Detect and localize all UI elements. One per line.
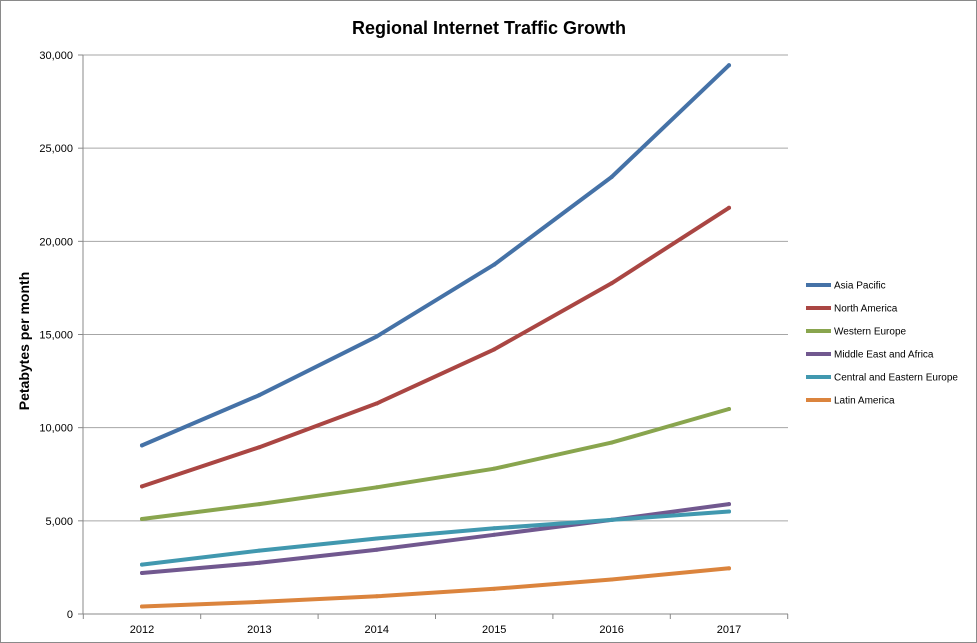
data-point — [374, 536, 379, 541]
legend-label: Western Europe — [834, 327, 907, 338]
data-point — [492, 466, 497, 471]
data-point — [257, 393, 262, 398]
series-line-central-and-eastern-europe — [140, 509, 731, 567]
x-tick-label: 2017 — [717, 624, 741, 636]
y-axis-label: Petabytes per month — [16, 272, 32, 410]
chart-title: Regional Internet Traffic Growth — [352, 18, 626, 38]
x-tick-labels: 2012 2013 2014 2015 2016 2017 — [130, 624, 741, 636]
data-point — [492, 347, 497, 352]
y-tick-label: 20,000 — [39, 236, 73, 248]
legend-label: Central and Eastern Europe — [834, 373, 958, 384]
data-point — [609, 281, 614, 286]
data-point — [140, 443, 144, 448]
data-point — [257, 560, 262, 565]
data-point — [257, 502, 262, 507]
y-tick-label: 15,000 — [39, 330, 73, 342]
x-tick-label: 2016 — [599, 624, 623, 636]
legend-label: Asia Pacific — [834, 281, 886, 292]
x-tick-label: 2012 — [130, 624, 154, 636]
y-tick-label: 5,000 — [45, 516, 73, 528]
x-tick-label: 2013 — [247, 624, 271, 636]
data-point — [727, 509, 731, 514]
data-point — [374, 485, 379, 490]
series-line-western-europe — [140, 407, 731, 521]
data-point — [727, 407, 731, 412]
data-point — [492, 262, 497, 267]
data-point — [609, 175, 614, 180]
series-line-asia-pacific — [140, 63, 731, 448]
data-point — [727, 502, 731, 507]
data-point — [609, 517, 614, 522]
data-point — [140, 484, 144, 489]
data-point — [492, 586, 497, 591]
data-point — [609, 440, 614, 445]
data-point — [727, 566, 731, 571]
legend-label: Middle East and Africa — [834, 350, 934, 361]
series-line-north-america — [140, 205, 731, 489]
data-point — [609, 577, 614, 582]
data-point — [492, 526, 497, 531]
data-point — [374, 334, 379, 339]
series-line-middle-east-and-africa — [140, 502, 731, 575]
data-point — [140, 516, 144, 521]
gridlines — [83, 54, 788, 522]
series-line-latin-america — [140, 566, 731, 609]
axes — [78, 54, 789, 619]
data-point — [374, 401, 379, 406]
data-point — [374, 594, 379, 599]
data-point — [257, 445, 262, 450]
data-point — [257, 548, 262, 553]
data-point — [492, 532, 497, 537]
series-lines — [140, 63, 731, 609]
data-point — [727, 63, 731, 68]
y-tick-label: 25,000 — [39, 143, 73, 155]
y-tick-label: 10,000 — [39, 423, 73, 435]
y-tick-label: 30,000 — [39, 50, 73, 62]
data-point — [257, 599, 262, 604]
data-point — [140, 571, 144, 576]
x-tick-label: 2014 — [365, 624, 389, 636]
legend-label: North America — [834, 304, 898, 315]
legend: Asia Pacific North America Western Europe M… — [806, 281, 958, 407]
data-point — [140, 604, 144, 609]
x-tick-label: 2015 — [482, 624, 506, 636]
data-point — [374, 547, 379, 552]
legend-label: Latin America — [834, 396, 895, 407]
y-tick-labels: 0 5,000 10,000 15,000 20,000 25,000 30,000 — [39, 50, 73, 621]
y-tick-label: 0 — [67, 609, 73, 621]
data-point — [140, 562, 144, 567]
data-point — [727, 205, 731, 210]
